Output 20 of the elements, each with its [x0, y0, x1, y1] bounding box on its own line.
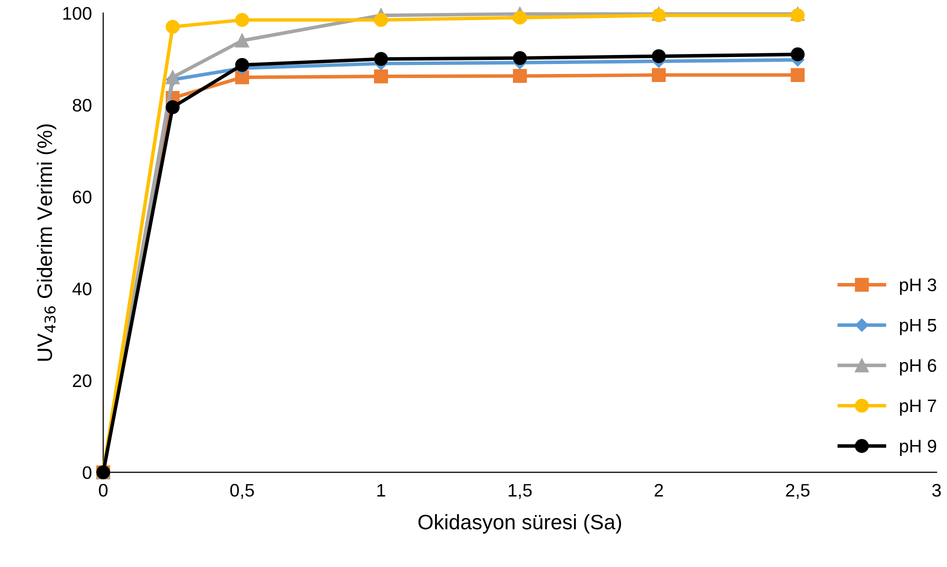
x-tick-label: 2	[654, 484, 663, 497]
y-tick-label: 40	[72, 282, 92, 296]
x-tick-label: 2,5	[786, 484, 810, 499]
x-tick-label: 1,5	[508, 484, 532, 499]
x-axis-title: Okidasyon süresi (Sa)	[418, 514, 622, 534]
legend-label: pH 5	[900, 318, 936, 336]
y-tick-label: 0	[82, 466, 92, 480]
y-tick-label: 80	[72, 98, 92, 112]
y-tick-label: 20	[72, 374, 92, 388]
x-tick-label: 1	[377, 484, 386, 497]
legend-label: pH 3	[900, 278, 936, 295]
y-tick-label: 100	[63, 6, 92, 20]
legend-label: pH 6	[900, 359, 936, 376]
y-axis-title: UV$_{436}$ Giderim Verimi (%)	[36, 124, 56, 361]
x-tick-label: 0,5	[230, 484, 254, 499]
x-tick-label: 3	[932, 484, 941, 497]
x-tick-label: 0	[98, 484, 108, 497]
y-tick-label: 60	[72, 190, 92, 204]
legend-label: pH 7	[900, 400, 936, 416]
legend-label: pH 9	[900, 440, 936, 456]
